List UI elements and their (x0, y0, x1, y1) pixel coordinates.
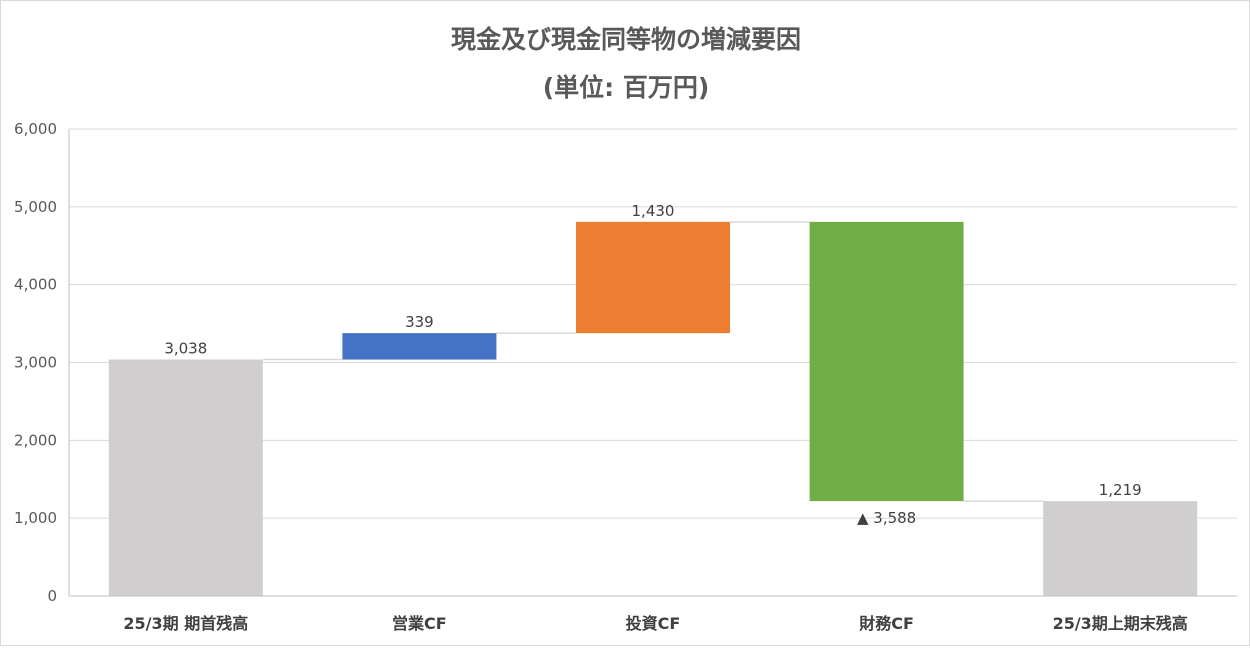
connector-lines (262, 221, 1044, 502)
y-axis-ticks: 0 1,000 2,000 3,000 4,000 5,000 6,000 (14, 120, 57, 605)
data-label: ▲ 3,588 (857, 509, 916, 527)
y-tick-label: 2,000 (14, 431, 57, 449)
y-tick-label: 0 (47, 587, 57, 605)
y-tick-label: 4,000 (14, 276, 57, 294)
x-category-label: 営業CF (392, 614, 447, 633)
y-tick-label: 5,000 (14, 198, 57, 216)
x-category-label: 財務CF (859, 614, 914, 633)
grid-lines (69, 128, 1237, 519)
data-label: 339 (405, 313, 434, 331)
x-category-label: 投資CF (626, 614, 681, 633)
chart-subtitle: (単位: 百万円) (543, 73, 710, 102)
bar-decrease (809, 221, 964, 502)
data-label: 3,038 (164, 340, 207, 358)
bar-increase (342, 333, 497, 360)
data-label: 1,430 (632, 202, 675, 220)
bar-total (108, 359, 263, 596)
x-category-label: 25/3期 期首残高 (123, 614, 248, 633)
data-labels: 3,038 339 1,430 ▲ 3,588 1,219 (164, 202, 1141, 527)
data-label: 1,219 (1099, 481, 1142, 499)
bars (108, 221, 1198, 596)
bar-increase (576, 221, 730, 334)
y-tick-label: 1,000 (14, 509, 57, 527)
x-axis-categories: 25/3期 期首残高 営業CF 投資CF 財務CF 25/3期上期末残高 (123, 614, 1187, 633)
y-tick-label: 6,000 (14, 120, 57, 138)
bar-total (1043, 501, 1198, 596)
chart-title: 現金及び現金同等物の増減要因 (451, 25, 801, 54)
x-category-label: 25/3期上期末残高 (1053, 614, 1188, 633)
y-tick-label: 3,000 (14, 354, 57, 372)
